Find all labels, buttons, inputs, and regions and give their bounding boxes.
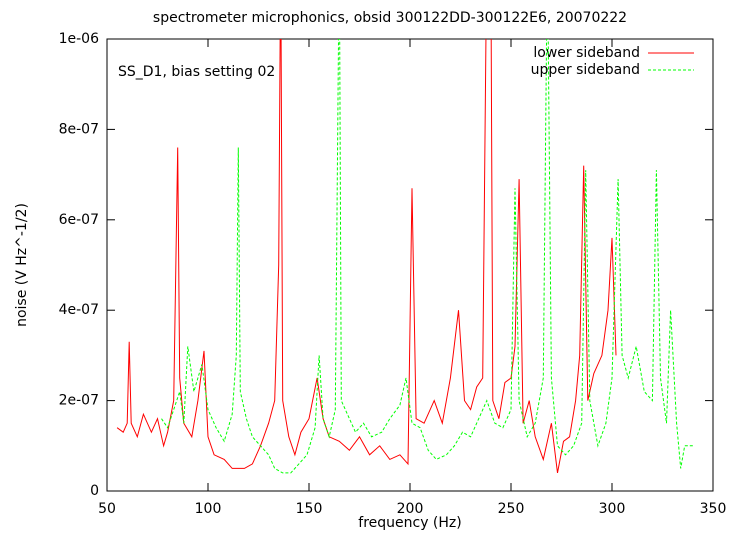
chart-title: spectrometer microphonics, obsid 300122D… <box>153 10 627 26</box>
x-axis-label: frequency (Hz) <box>358 515 461 531</box>
x-tick-label: 350 <box>700 501 727 517</box>
y-axis-label: noise (V Hz^-1/2) <box>14 203 30 327</box>
legend-label: upper sideband <box>531 62 640 78</box>
y-tick-label: 1e-06 <box>59 31 99 47</box>
x-tick-label: 300 <box>599 501 626 517</box>
series-line <box>161 39 693 474</box>
y-tick-label: 0 <box>90 483 99 499</box>
plot-frame <box>106 38 714 492</box>
series-line <box>116 39 617 473</box>
y-tick-label: 8e-07 <box>59 121 99 137</box>
y-tick-label: 6e-07 <box>59 212 99 228</box>
x-tick-label: 200 <box>397 501 424 517</box>
x-tick-label: 150 <box>296 501 323 517</box>
x-tick-label: 50 <box>98 501 116 517</box>
x-tick-label: 100 <box>195 501 222 517</box>
x-tick-label: 250 <box>498 501 525 517</box>
y-tick-label: 4e-07 <box>59 302 99 318</box>
y-tick-label: 2e-07 <box>59 393 99 409</box>
annotation: SS_D1, bias setting 02 <box>118 64 275 80</box>
legend-label: lower sideband <box>533 45 640 61</box>
